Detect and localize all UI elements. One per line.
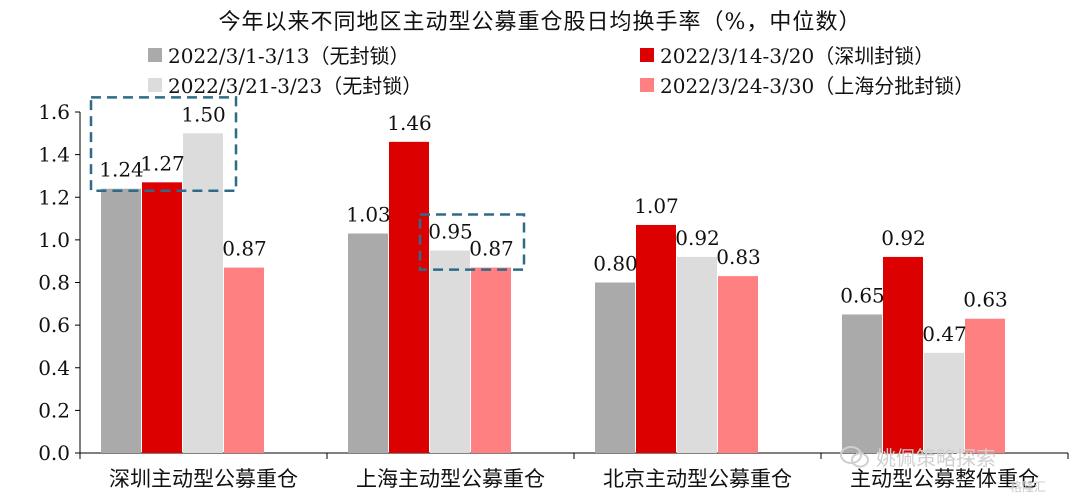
- y-tick-label: 0.0: [38, 441, 70, 465]
- legend-item-4: 2022/3/24-3/30（上海分批封锁）: [640, 70, 974, 99]
- data-label: 1.24: [99, 158, 144, 182]
- legend-swatch-3: [148, 77, 162, 92]
- legend-label-3: 2022/3/21-3/23（无封锁）: [168, 74, 423, 98]
- y-tick-label: 0.6: [38, 313, 70, 337]
- y-tick-label: 1.2: [38, 185, 70, 209]
- legend-item-3: 2022/3/21-3/23（无封锁）: [148, 70, 422, 99]
- bar: [636, 224, 676, 453]
- y-tick-label: 0.2: [38, 398, 70, 422]
- bar: [842, 314, 882, 453]
- bar: [142, 182, 182, 454]
- legend-swatch-4: [640, 77, 654, 92]
- bar: [183, 133, 223, 453]
- bar: [224, 267, 264, 453]
- bar: [924, 352, 964, 453]
- bar: [677, 256, 717, 453]
- bar: [718, 276, 758, 453]
- bar: [595, 282, 635, 453]
- data-label: 0.87: [469, 237, 514, 261]
- bar: [965, 318, 1005, 453]
- bar: [430, 250, 470, 453]
- wechat-icon: [840, 445, 869, 467]
- data-label: 0.65: [840, 283, 885, 307]
- y-tick-label: 0.4: [38, 356, 70, 380]
- data-label: 1.03: [346, 202, 391, 226]
- bar: [883, 256, 923, 453]
- x-tick-label: 上海主动型公募重仓: [356, 467, 545, 491]
- watermark-text: 姚佩策略探索: [876, 446, 996, 470]
- data-label: 0.83: [716, 245, 761, 269]
- legend-label-4: 2022/3/24-3/30（上海分批封锁）: [660, 74, 975, 98]
- watermark-sub: 格隆汇: [1010, 480, 1047, 494]
- y-tick-label: 1.6: [38, 100, 70, 124]
- data-label: 0.95: [428, 220, 473, 244]
- legend-swatch-1: [148, 47, 162, 62]
- x-tick-label: 北京主动型公募重仓: [603, 467, 792, 491]
- data-label: 1.46: [387, 111, 432, 135]
- y-tick-label: 1.0: [38, 228, 70, 252]
- data-label: 0.87: [222, 237, 267, 261]
- bar: [101, 188, 141, 453]
- highlight-box: [418, 213, 526, 271]
- legend-item-2: 2022/3/14-3/20（深圳封锁）: [640, 40, 934, 69]
- watermark: 姚佩策略探索: [840, 442, 996, 471]
- bar: [389, 141, 429, 453]
- data-label: 0.80: [593, 252, 638, 276]
- bar: [471, 267, 511, 453]
- data-label: 1.07: [634, 194, 679, 218]
- legend-swatch-2: [640, 47, 654, 62]
- bar: [348, 233, 388, 453]
- x-tick-label: 深圳主动型公募重仓: [109, 467, 298, 491]
- legend-label-1: 2022/3/1-3/13（无封锁）: [168, 44, 410, 68]
- y-tick-label: 0.8: [38, 271, 70, 295]
- data-label: 1.27: [140, 151, 185, 175]
- x-tick-label: 主动型公募整体重仓: [850, 467, 1039, 491]
- y-tick-label: 1.4: [38, 143, 70, 167]
- data-label: 0.47: [922, 322, 967, 346]
- legend-item-1: 2022/3/1-3/13（无封锁）: [148, 40, 410, 69]
- highlight-box: [89, 96, 238, 192]
- chart-title: 今年以来不同地区主动型公募重仓股日均换手率（%，中位数）: [218, 10, 862, 35]
- data-label: 0.92: [675, 226, 720, 250]
- data-label: 0.63: [963, 288, 1008, 312]
- data-label: 0.92: [881, 226, 926, 250]
- legend-label-2: 2022/3/14-3/20（深圳封锁）: [660, 44, 935, 68]
- data-label: 1.50: [181, 102, 226, 126]
